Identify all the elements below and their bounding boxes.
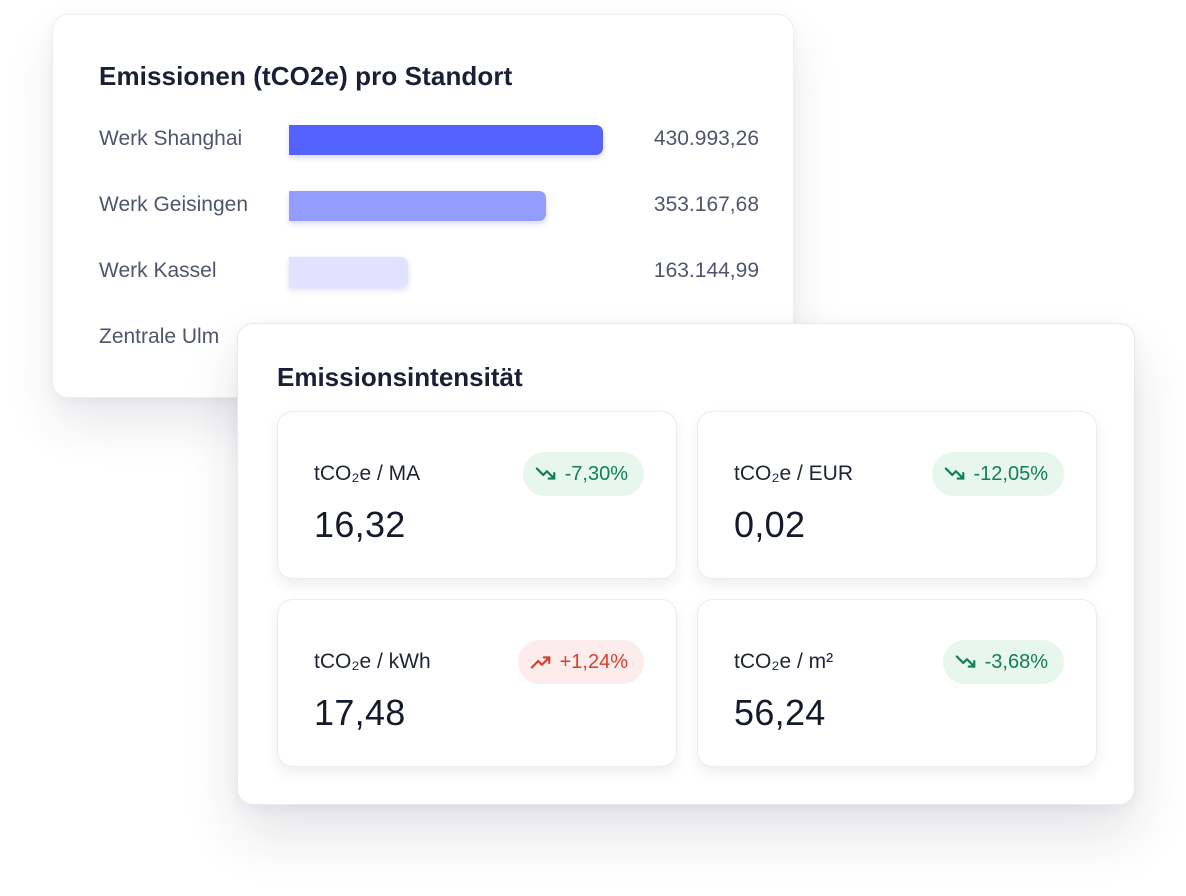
site-bar: [289, 257, 408, 287]
metric-value: 16,32: [314, 504, 406, 545]
metric-label: tCO₂e / m²: [734, 650, 834, 673]
trending-down-icon: [944, 463, 966, 485]
change-badge: +1,24%: [517, 640, 644, 684]
change-badge: -7,30%: [522, 452, 644, 496]
site-bar: [289, 125, 603, 155]
intensity-tile-revenue: tCO₂e / EUR -12,05% 0,02: [697, 411, 1097, 579]
metric-value: 17,48: [314, 692, 406, 733]
change-value: +1,24%: [559, 650, 628, 673]
change-badge: -12,05%: [931, 452, 1064, 496]
trending-up-icon: [530, 651, 552, 673]
site-label: Werk Geisingen: [99, 193, 249, 216]
emission-intensity-card: Emissionsintensität tCO₂e / MA -7,30% 16…: [237, 323, 1135, 805]
site-row-geisingen: Werk Geisingen 353.167,68: [99, 187, 759, 223]
emissions-per-site-title: Emissionen (tCO2e) pro Standort: [99, 61, 513, 91]
change-value: -7,30%: [564, 462, 628, 485]
site-row-shanghai: Werk Shanghai 430.993,26: [99, 121, 759, 157]
site-value: 430.993,26: [653, 127, 759, 150]
emission-intensity-title: Emissionsintensität: [277, 362, 523, 392]
intensity-tile-employee: tCO₂e / MA -7,30% 16,32: [277, 411, 677, 579]
change-value: -3,68%: [984, 650, 1048, 673]
trending-down-icon: [535, 463, 557, 485]
metric-label: tCO₂e / kWh: [314, 650, 431, 673]
metric-value: 0,02: [734, 504, 806, 545]
metric-value: 56,24: [734, 692, 826, 733]
metric-label: tCO₂e / MA: [314, 462, 421, 485]
change-value: -12,05%: [973, 462, 1049, 485]
site-bar: [289, 191, 546, 221]
metric-label: tCO₂e / EUR: [734, 462, 854, 485]
site-label: Werk Kassel: [99, 259, 217, 282]
site-row-kassel: Werk Kassel 163.144,99: [99, 253, 759, 289]
site-value: 163.144,99: [653, 259, 759, 282]
site-value: 353.167,68: [653, 193, 759, 216]
trending-down-icon: [955, 651, 977, 673]
intensity-tile-energy: tCO₂e / kWh +1,24% 17,48: [277, 599, 677, 767]
intensity-tile-area: tCO₂e / m² -3,68% 56,24: [697, 599, 1097, 767]
site-label: Zentrale Ulm: [99, 325, 220, 348]
site-label: Werk Shanghai: [99, 127, 243, 150]
change-badge: -3,68%: [942, 640, 1064, 684]
